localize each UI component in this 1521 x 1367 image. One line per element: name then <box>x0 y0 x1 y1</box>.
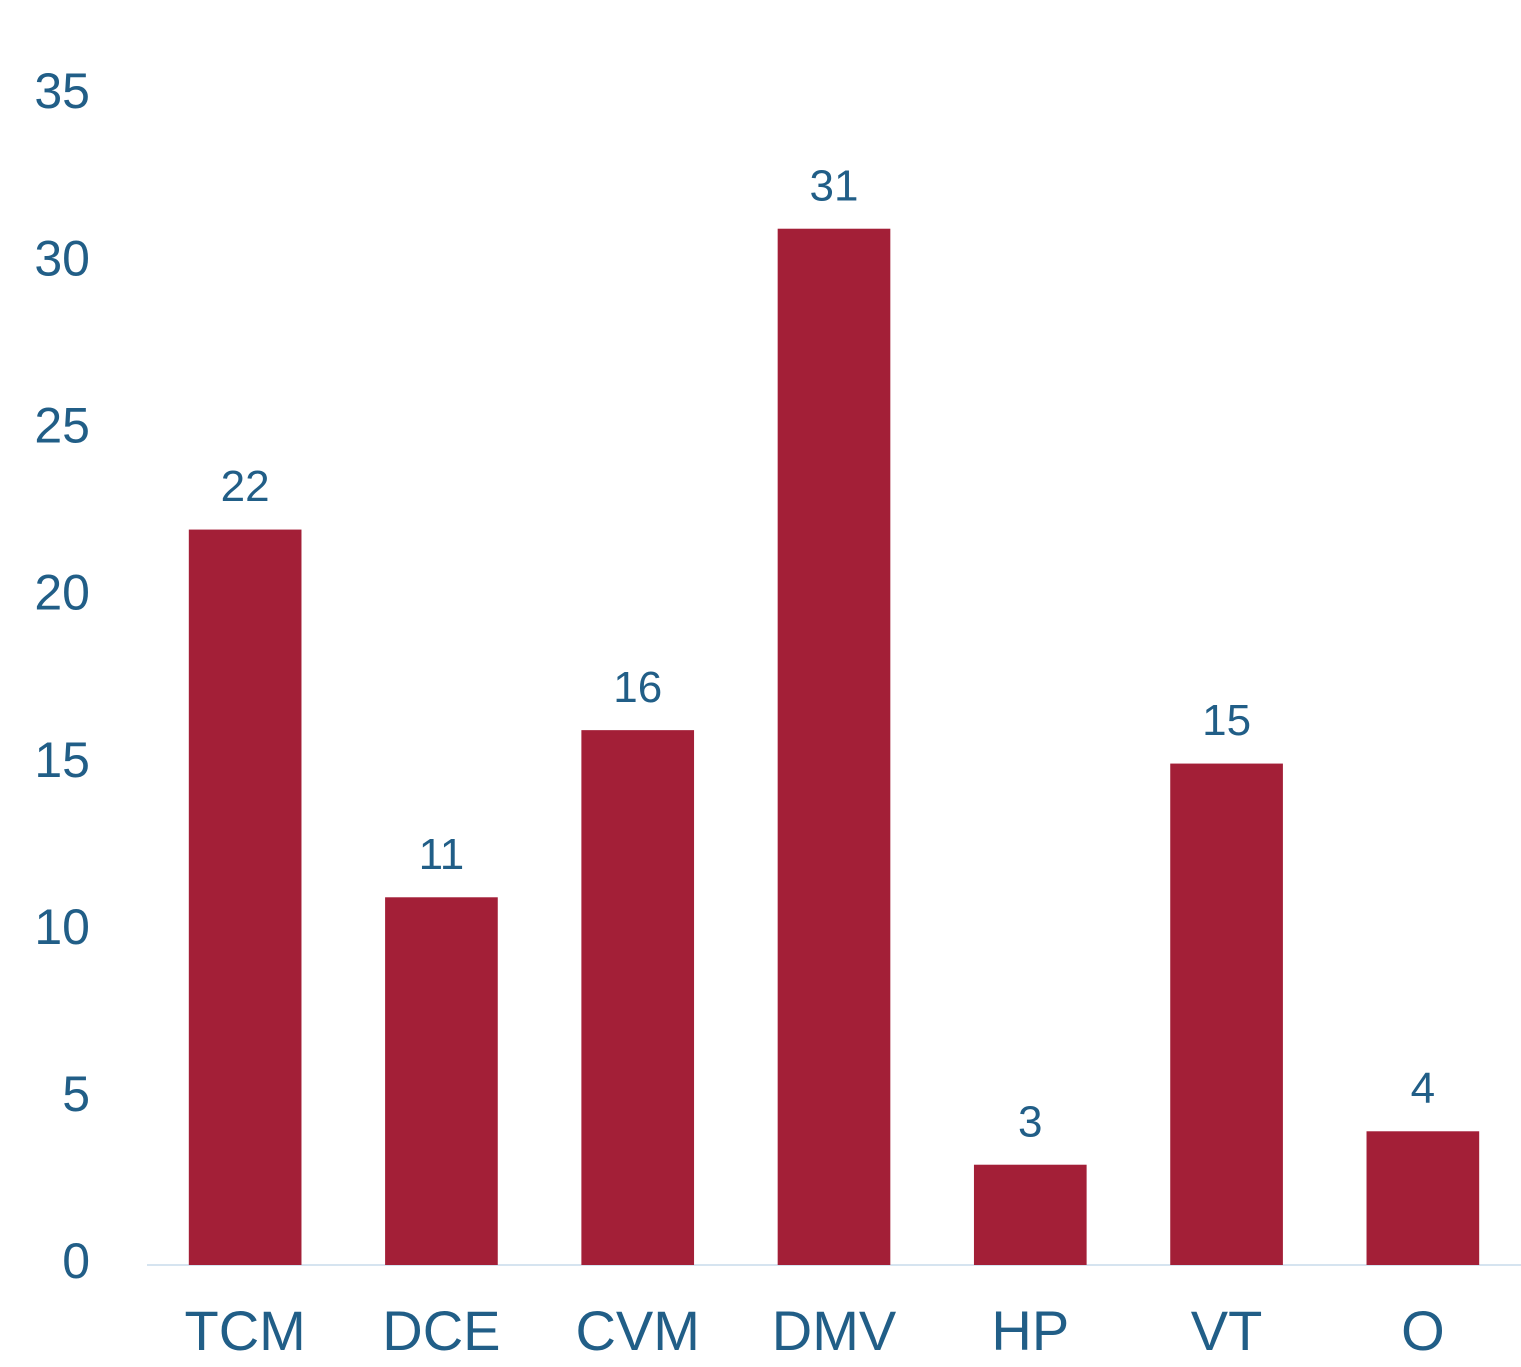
data-label: 22 <box>221 462 270 511</box>
x-tick-label: TCM <box>184 1299 305 1362</box>
x-tick-label: DMV <box>772 1299 897 1362</box>
y-tick-label: 10 <box>34 899 90 955</box>
y-tick-label: 0 <box>62 1233 90 1289</box>
data-label: 3 <box>1018 1097 1042 1146</box>
bar <box>385 897 498 1265</box>
x-tick-label: HP <box>991 1299 1069 1362</box>
y-tick-label: 25 <box>34 397 90 453</box>
y-tick-label: 5 <box>62 1066 90 1122</box>
y-tick-label: 20 <box>34 565 90 621</box>
data-label: 15 <box>1202 696 1251 745</box>
data-label: 16 <box>613 663 662 712</box>
x-tick-label: CVM <box>575 1299 699 1362</box>
data-label: 4 <box>1411 1064 1435 1113</box>
bar <box>777 228 891 1266</box>
y-tick-label: 15 <box>34 732 90 788</box>
bar <box>1366 1131 1480 1265</box>
bar <box>188 529 302 1265</box>
x-tick-label: VT <box>1191 1299 1263 1362</box>
y-tick-label: 35 <box>34 63 90 119</box>
x-tick-label: O <box>1401 1299 1445 1362</box>
bar <box>581 730 695 1265</box>
data-label: 11 <box>419 830 465 879</box>
bar <box>973 1164 1087 1265</box>
y-tick-label: 30 <box>34 230 90 286</box>
x-tick-label: DCE <box>382 1299 500 1362</box>
data-label: 31 <box>810 161 859 210</box>
bar <box>1170 763 1283 1265</box>
